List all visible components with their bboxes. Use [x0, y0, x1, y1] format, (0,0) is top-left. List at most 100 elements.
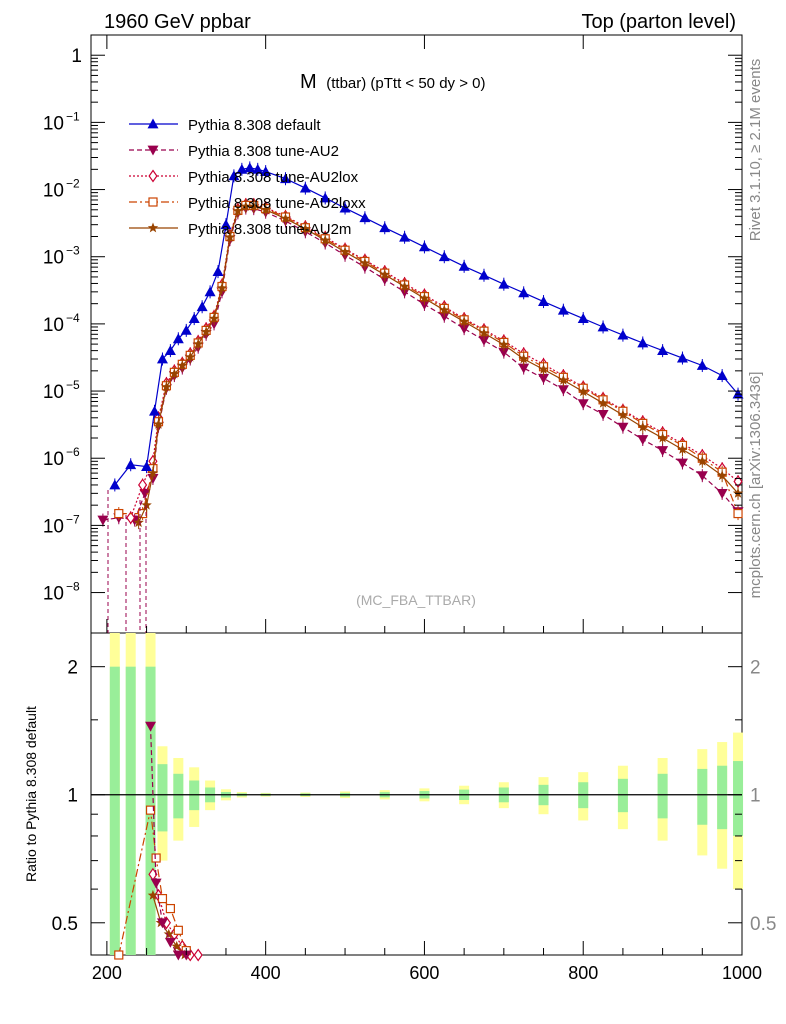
main-series-point [200, 326, 212, 337]
y-tick-exponent: −6 [66, 445, 80, 459]
mcplots-label: mcplots.cern.ch [arXiv:1306.3436] [747, 372, 764, 599]
y-tick-label: 10 [43, 449, 64, 470]
main-series-point [538, 373, 550, 384]
ratio-series-point [171, 940, 182, 951]
legend-marker [147, 118, 159, 129]
main-series-point [577, 399, 589, 410]
x-tick-label: 200 [92, 963, 122, 983]
ratio-series-point [172, 950, 184, 961]
main-series-point [617, 329, 629, 340]
main-series-point [696, 360, 708, 370]
plot-title-rest: (ttbar) (pTtt < 50 dy > 0) [326, 75, 485, 92]
uncertainty-band-inner [173, 773, 184, 819]
y-tick-label: 1 [71, 46, 82, 67]
main-series-point [657, 345, 669, 356]
ratio-y-tick-label: 1 [67, 786, 78, 807]
main-series-point [732, 487, 744, 498]
main-series-point [196, 301, 208, 312]
main-series-point [557, 304, 569, 315]
main-series-point [419, 292, 430, 303]
main-series-point [212, 266, 224, 277]
main-series-point [696, 471, 708, 482]
uncertainty-band-inner [157, 764, 168, 832]
main-series-point [177, 360, 188, 370]
main-series-point [169, 368, 180, 379]
ratio-panel-frame [90, 632, 743, 956]
y-tick-exponent: −7 [66, 512, 80, 526]
main-series-point [216, 282, 228, 293]
legend-label: Pythia 8.308 tune-AU2 [188, 143, 339, 160]
main-series-point [657, 446, 669, 457]
ratio-series-point [150, 878, 162, 889]
main-series-point [439, 304, 450, 315]
ratio-series-point [180, 950, 192, 961]
y-tick-exponent: −3 [66, 244, 80, 258]
x-tick-label: 600 [409, 963, 439, 983]
y-tick-exponent: −8 [66, 580, 80, 594]
main-series-point [161, 381, 172, 392]
main-series-point [236, 163, 248, 174]
main-series-point [418, 300, 430, 310]
main-series-point [597, 321, 609, 332]
main-series-point [458, 324, 470, 335]
plot-title: M (ttbar) (pTtt < 50 dy > 0) [300, 71, 485, 93]
main-series-point [359, 212, 371, 223]
uncertainty-band-inner [733, 761, 744, 836]
main-series-point [498, 339, 510, 350]
ratio-series-point [193, 948, 203, 962]
ratio-series-point [165, 903, 175, 914]
ratio-series-point [151, 853, 161, 863]
main-series-point [597, 409, 609, 420]
main-series-point [185, 351, 196, 362]
ratio-bands [109, 633, 744, 955]
main-series-point [558, 374, 569, 385]
main-series-point [478, 269, 490, 280]
uncertainty-band-inner [125, 666, 136, 955]
ratio-marks [91, 721, 742, 962]
ratio-series-point [163, 928, 174, 939]
main-series-point [657, 432, 668, 443]
main-series-point [359, 257, 371, 268]
main-series-point [339, 246, 351, 257]
ratio-series-point [114, 950, 124, 960]
main-series-point [677, 444, 688, 454]
y-tick-exponent: −2 [66, 177, 80, 191]
main-series-point [114, 508, 124, 519]
main-series-point [637, 337, 649, 348]
main-series-point [458, 260, 470, 271]
y-tick-label: 10 [43, 113, 64, 134]
main-series-point [109, 479, 121, 490]
main-series-point [538, 296, 550, 306]
main-series-point [578, 386, 589, 397]
main-series-point [220, 219, 232, 230]
x-tick-label: 1000 [722, 963, 762, 983]
main-series-point [538, 363, 549, 374]
main-series-point [248, 201, 259, 211]
ratio-series-point [164, 937, 176, 948]
main-series-point [637, 421, 648, 432]
main-series-point [733, 508, 743, 519]
legend-label: Pythia 8.308 tune-AU2loxx [188, 195, 366, 212]
y-tick-exponent: −1 [66, 109, 80, 123]
main-series-point [676, 352, 688, 363]
main-series-point [478, 335, 490, 346]
main-series-point [319, 192, 331, 203]
ratio-y-tick-label: 2 [67, 658, 78, 679]
main-series-point [299, 182, 311, 193]
main-series-point [156, 353, 168, 364]
main-series-point [141, 499, 152, 510]
y-tick-label: 10 [43, 248, 64, 269]
main-series-point [252, 163, 264, 174]
x-tick-label: 400 [251, 963, 281, 983]
main-series-point [732, 388, 744, 399]
legend-label: Pythia 8.308 tune-AU2lox [188, 169, 359, 186]
uncertainty-band-inner [717, 765, 728, 830]
main-series-line [102, 207, 739, 521]
main-series-point [498, 278, 510, 289]
main-series-point [125, 459, 137, 470]
uncertainty-band-inner [697, 768, 708, 825]
main-series-point [188, 313, 200, 323]
main-series-point [498, 347, 510, 358]
main-series-point [518, 353, 529, 364]
main-series-point [147, 467, 159, 478]
